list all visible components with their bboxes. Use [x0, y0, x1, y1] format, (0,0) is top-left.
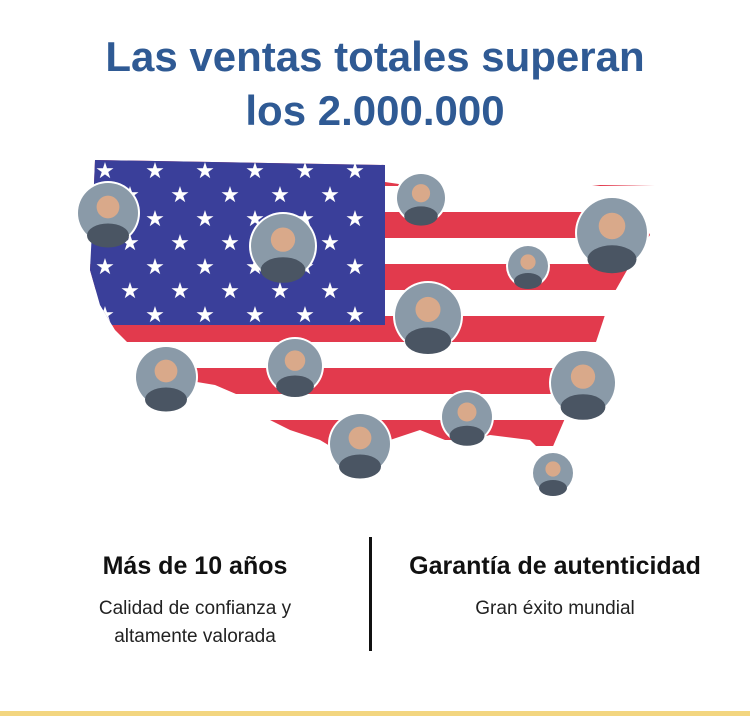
avatar-face — [598, 212, 626, 240]
avatar-body — [404, 327, 452, 354]
star-icon: ★ — [220, 182, 240, 207]
avatar-face — [284, 350, 306, 371]
feature-text: Gran éxito mundial — [475, 598, 635, 619]
star-icon: ★ — [120, 278, 140, 303]
star-icon: ★ — [145, 158, 165, 183]
star-icon: ★ — [245, 302, 265, 327]
star-icon: ★ — [295, 302, 315, 327]
star-icon: ★ — [145, 254, 165, 279]
star-icon: ★ — [245, 158, 265, 183]
star-icon: ★ — [320, 182, 340, 207]
star-icon: ★ — [345, 254, 365, 279]
avatar-body — [587, 245, 637, 274]
feature-text-line: Calidad de confianza y — [98, 598, 292, 619]
avatar-face — [415, 296, 441, 322]
avatar-body — [145, 387, 187, 412]
headline: Las ventas totales superan los 2.000.000 — [0, 30, 750, 138]
avatar-face — [520, 254, 536, 270]
avatar-body — [339, 454, 381, 479]
star-icon: ★ — [270, 182, 290, 207]
avatar-body — [87, 223, 129, 248]
star-icon: ★ — [170, 230, 190, 255]
feature-title: Garantía de autenticidad — [409, 552, 701, 580]
flag-canton — [90, 160, 385, 325]
star-icon: ★ — [220, 230, 240, 255]
avatar-face — [411, 184, 431, 203]
star-icon: ★ — [195, 254, 215, 279]
feature-authenticity: Garantía de autenticidad Gran éxito mund… — [380, 552, 730, 623]
feature-text: Calidad de confianza y altamente valorada — [40, 595, 350, 651]
avatar-face — [457, 402, 477, 422]
feature-text-line: altamente valorada — [114, 626, 276, 647]
bottom-accent-bar — [0, 711, 750, 716]
avatar-body — [514, 273, 542, 289]
star-icon: ★ — [95, 158, 115, 183]
star-icon: ★ — [220, 278, 240, 303]
avatar-face — [96, 195, 120, 219]
avatar-face — [348, 426, 372, 450]
star-icon: ★ — [320, 230, 340, 255]
star-icon: ★ — [345, 158, 365, 183]
feature-title: Más de 10 años — [102, 552, 288, 580]
star-icon: ★ — [195, 158, 215, 183]
star-icon: ★ — [320, 278, 340, 303]
star-icon: ★ — [145, 206, 165, 231]
star-icon: ★ — [95, 302, 115, 327]
star-icon: ★ — [170, 278, 190, 303]
avatar-body — [539, 480, 567, 496]
avatar-body — [449, 425, 485, 446]
feature-experience: Más de 10 años Calidad de confianza y alt… — [40, 552, 350, 651]
headline-line-1: Las ventas totales superan — [105, 33, 645, 80]
avatar-body — [260, 257, 306, 283]
avatar-body — [404, 206, 438, 226]
star-icon: ★ — [270, 278, 290, 303]
headline-line-2: los 2.000.000 — [245, 87, 505, 134]
star-icon: ★ — [170, 182, 190, 207]
avatar-face — [570, 364, 596, 389]
star-icon: ★ — [195, 206, 215, 231]
divider — [369, 537, 372, 651]
star-icon: ★ — [195, 302, 215, 327]
star-icon: ★ — [295, 158, 315, 183]
star-icon: ★ — [345, 302, 365, 327]
flag-stripe — [80, 472, 670, 498]
avatar-face — [270, 227, 296, 252]
star-icon: ★ — [145, 302, 165, 327]
star-icon: ★ — [95, 254, 115, 279]
avatar-body — [560, 394, 606, 420]
usa-flag-map: ★★★★★★★★★★★★★★★★★★★★★★★★★★★★★★★★★★★★★★★ — [76, 158, 670, 498]
avatar-face — [545, 461, 561, 477]
avatar-face — [154, 359, 178, 383]
avatar-body — [276, 375, 314, 398]
star-icon: ★ — [345, 206, 365, 231]
